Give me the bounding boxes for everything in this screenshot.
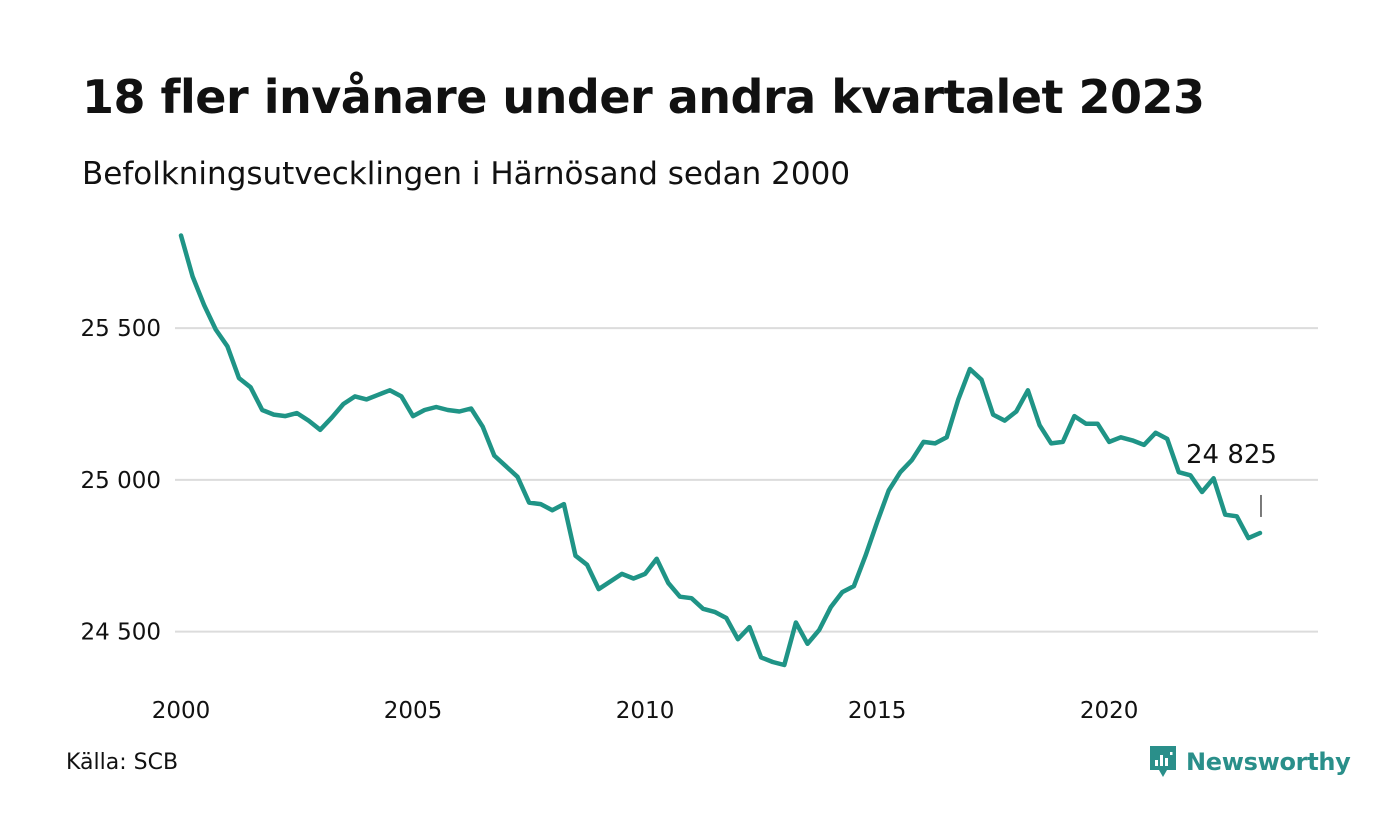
x-tick-label: 2010	[616, 698, 675, 724]
x-tick-label: 2020	[1080, 698, 1139, 724]
x-tick-label: 2015	[848, 698, 907, 724]
end-value-label: 24 825	[1186, 440, 1277, 470]
source-note: Källa: SCB	[66, 750, 179, 775]
y-tick-label: 24 500	[81, 620, 161, 646]
series-line	[178, 233, 1263, 668]
newsworthy-logo-icon	[1150, 746, 1176, 777]
brand-name: Newsworthy	[1186, 748, 1351, 776]
chart-title: 18 fler invånare under andra kvartalet 2…	[82, 70, 1205, 124]
chart-subtitle: Befolkningsutvecklingen i Härnösand seda…	[82, 156, 851, 192]
y-tick-label: 25 000	[81, 468, 161, 494]
brand-logo: Newsworthy	[1148, 742, 1351, 782]
y-tick-label: 25 500	[81, 316, 161, 342]
x-tick-label: 2000	[152, 698, 211, 724]
x-tick-label: 2005	[384, 698, 443, 724]
